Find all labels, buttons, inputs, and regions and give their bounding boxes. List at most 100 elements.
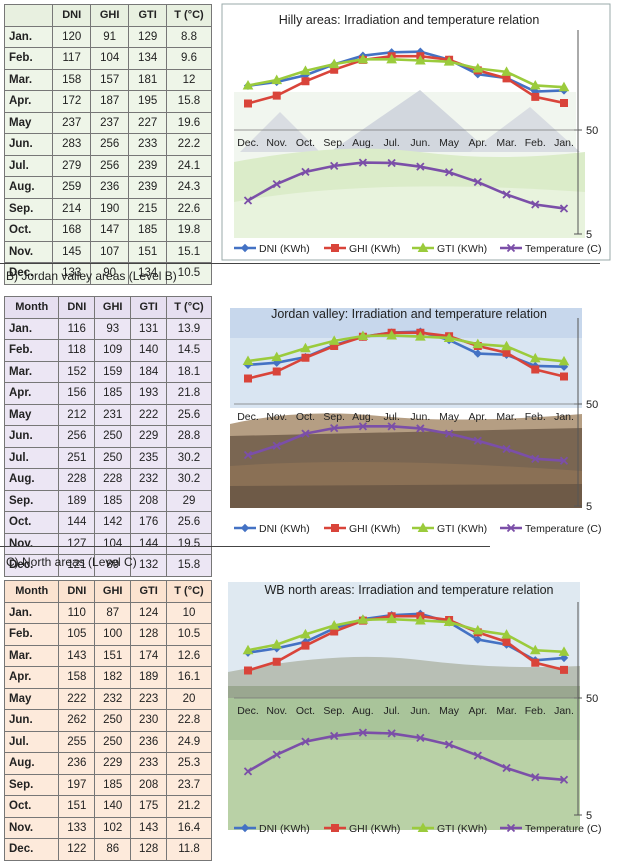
table-cell: 10 [166,601,212,624]
table-cell: 118 [58,339,96,362]
table-row: May 222 232 223 20 [3,687,212,710]
table-cell: 215 [128,197,167,220]
table-cell: Jan. [3,25,54,48]
data-point [443,616,455,627]
table-cell: 175 [130,795,167,818]
series-line [247,614,565,672]
table-cell: 222 [58,687,96,710]
table-header-row: Month DNI GHI GTI T (°C) [3,580,212,603]
section-divider [0,263,600,264]
table-cell: 9.6 [166,47,212,70]
table-cell: 233 [128,133,167,156]
chart-background [221,3,611,261]
data-point [560,665,568,674]
table-row: Nov. 145 107 151 15.1 [3,240,212,263]
data-point [501,340,512,351]
table-cell: 90 [90,262,130,285]
table-cell: 172 [52,90,92,113]
field-area [228,740,580,830]
table-cell: 195 [128,90,167,113]
table-row: Aug. 236 229 233 25.3 [3,752,212,775]
series-line [247,331,565,380]
data-point [529,79,541,90]
table-cell: Sep. [3,197,54,220]
table-cell: 256 [90,154,130,177]
table-cell: Aug. [3,468,60,491]
series-line [247,161,565,210]
table-cell: 128 [130,838,167,861]
tree-line [228,686,580,700]
legend-marker [417,822,429,832]
x-tick-label: Nov. [266,705,287,717]
data-point [243,196,253,205]
data-point [271,639,283,649]
table-cell: Oct. [3,795,60,818]
x-tick-label: Oct. [296,705,315,717]
table-cell: 93 [94,317,132,340]
table-cell: 12.6 [166,644,212,667]
table-cell: 16.4 [166,816,212,839]
table-cell: 158 [52,68,92,91]
legend-label: GTI (KWh) [437,823,487,835]
table-cell: 127 [58,532,96,555]
data-point [558,355,570,366]
table-cell: 184 [130,360,167,383]
column-header: T (°C) [166,296,212,319]
meadow-shape [234,186,585,238]
table-cell: 250 [94,446,132,469]
chart-background [228,582,580,830]
table-cell: 16.1 [166,666,212,689]
data-point [242,355,254,365]
data-point [272,91,281,100]
column-header: Month [3,296,60,319]
table-cell: May [3,687,60,710]
column-header: DNI [52,4,92,27]
table-cell: Nov. [3,240,54,263]
data-point [300,65,311,75]
table-row: Oct. 151 140 175 21.2 [3,795,212,818]
table-cell: 143 [58,644,96,667]
table-cell: 142 [94,511,132,534]
x-tick-label: Aug. [352,705,374,717]
table-cell: 168 [52,219,92,242]
table-cell: Oct. [3,219,54,242]
table-cell: Jul. [3,446,60,469]
table-cell: 19.6 [166,111,212,134]
x-tick-label: Jan. [554,411,574,423]
table-cell: 14.5 [166,339,212,362]
data-point [558,81,570,92]
x-tick-label: Feb. [525,705,546,717]
table-cell: 232 [130,468,167,491]
data-point [242,644,254,655]
table-cell: 235 [130,446,167,469]
table-cell: 20 [166,687,212,710]
table-row: Jul. 279 256 239 24.1 [3,154,212,177]
table-cell: 176 [130,511,167,534]
column-header: DNI [58,296,96,319]
mountain-shape [228,656,580,690]
table-cell: 174 [130,644,167,667]
legend-label: Temperature (C) [525,823,601,835]
table-row: Aug. 228 228 232 30.2 [3,468,212,491]
series-x [243,422,569,465]
table-cell: 131 [130,317,167,340]
legend-marker [240,523,250,533]
table-cell: 151 [94,644,132,667]
table-cell: May [3,403,60,426]
data-point [271,74,283,85]
data-point [301,167,310,176]
table-cell: 30.2 [166,446,212,469]
table-cell: 250 [94,425,132,448]
mountain-shape [240,112,320,152]
x-tick-label: Mar. [496,705,516,717]
table-cell: 100 [94,623,132,646]
table-row: Dec. 122 86 128 11.8 [3,838,212,861]
table-cell: 193 [130,382,167,405]
data-point [502,444,511,454]
data-point [473,436,482,445]
table-cell: 11.8 [166,838,212,861]
table-cell: 151 [128,240,167,263]
data-point [560,372,568,381]
table-cell: 256 [58,425,96,448]
table-cell: 105 [58,623,96,646]
